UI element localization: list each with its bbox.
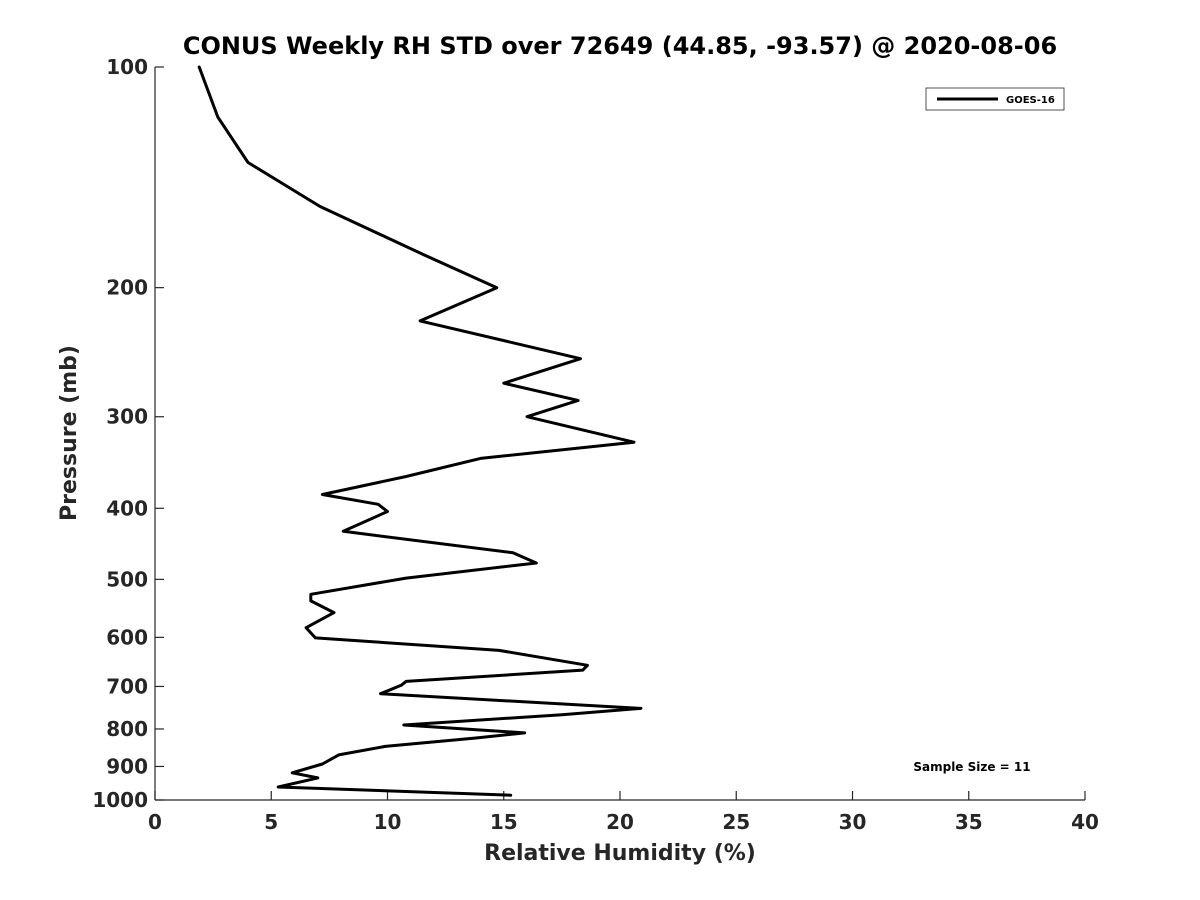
- x-tick-label: 25: [722, 810, 750, 834]
- y-tick-label: 1000: [92, 788, 148, 812]
- sample-size-annotation: Sample Size = 11: [913, 760, 1030, 774]
- x-tick-label: 35: [955, 810, 983, 834]
- y-tick-label: 100: [106, 55, 148, 79]
- y-tick-label: 900: [106, 754, 148, 778]
- x-tick-label: 20: [606, 810, 634, 834]
- y-ticks: 100 200 300 400 500 600 700 800 900 1000: [92, 55, 164, 812]
- y-tick-label: 300: [106, 405, 148, 429]
- y-tick-label: 800: [106, 717, 148, 741]
- y-tick-label: 600: [106, 625, 148, 649]
- x-tick-label: 0: [148, 810, 162, 834]
- y-tick-label: 700: [106, 674, 148, 698]
- x-tick-label: 10: [374, 810, 402, 834]
- x-axis-label: Relative Humidity (%): [484, 841, 756, 866]
- chart-title: CONUS Weekly RH STD over 72649 (44.85, -…: [183, 32, 1057, 60]
- x-tick-label: 5: [264, 810, 278, 834]
- y-tick-label: 500: [106, 567, 148, 591]
- legend-entry-goes-16: GOES-16: [1006, 95, 1055, 106]
- y-tick-label: 400: [106, 496, 148, 520]
- x-tick-label: 15: [490, 810, 518, 834]
- x-ticks: 0 5 10 15 20 25 30 35 40: [148, 791, 1099, 834]
- x-tick-label: 30: [839, 810, 867, 834]
- y-tick-label: 200: [106, 276, 148, 300]
- series-layer: [197, 65, 643, 797]
- legend: GOES-16: [925, 87, 1065, 111]
- series-line-goes-16: [197, 65, 643, 797]
- y-axis-label: Pressure (mb): [57, 345, 82, 521]
- x-tick-label: 40: [1071, 810, 1099, 834]
